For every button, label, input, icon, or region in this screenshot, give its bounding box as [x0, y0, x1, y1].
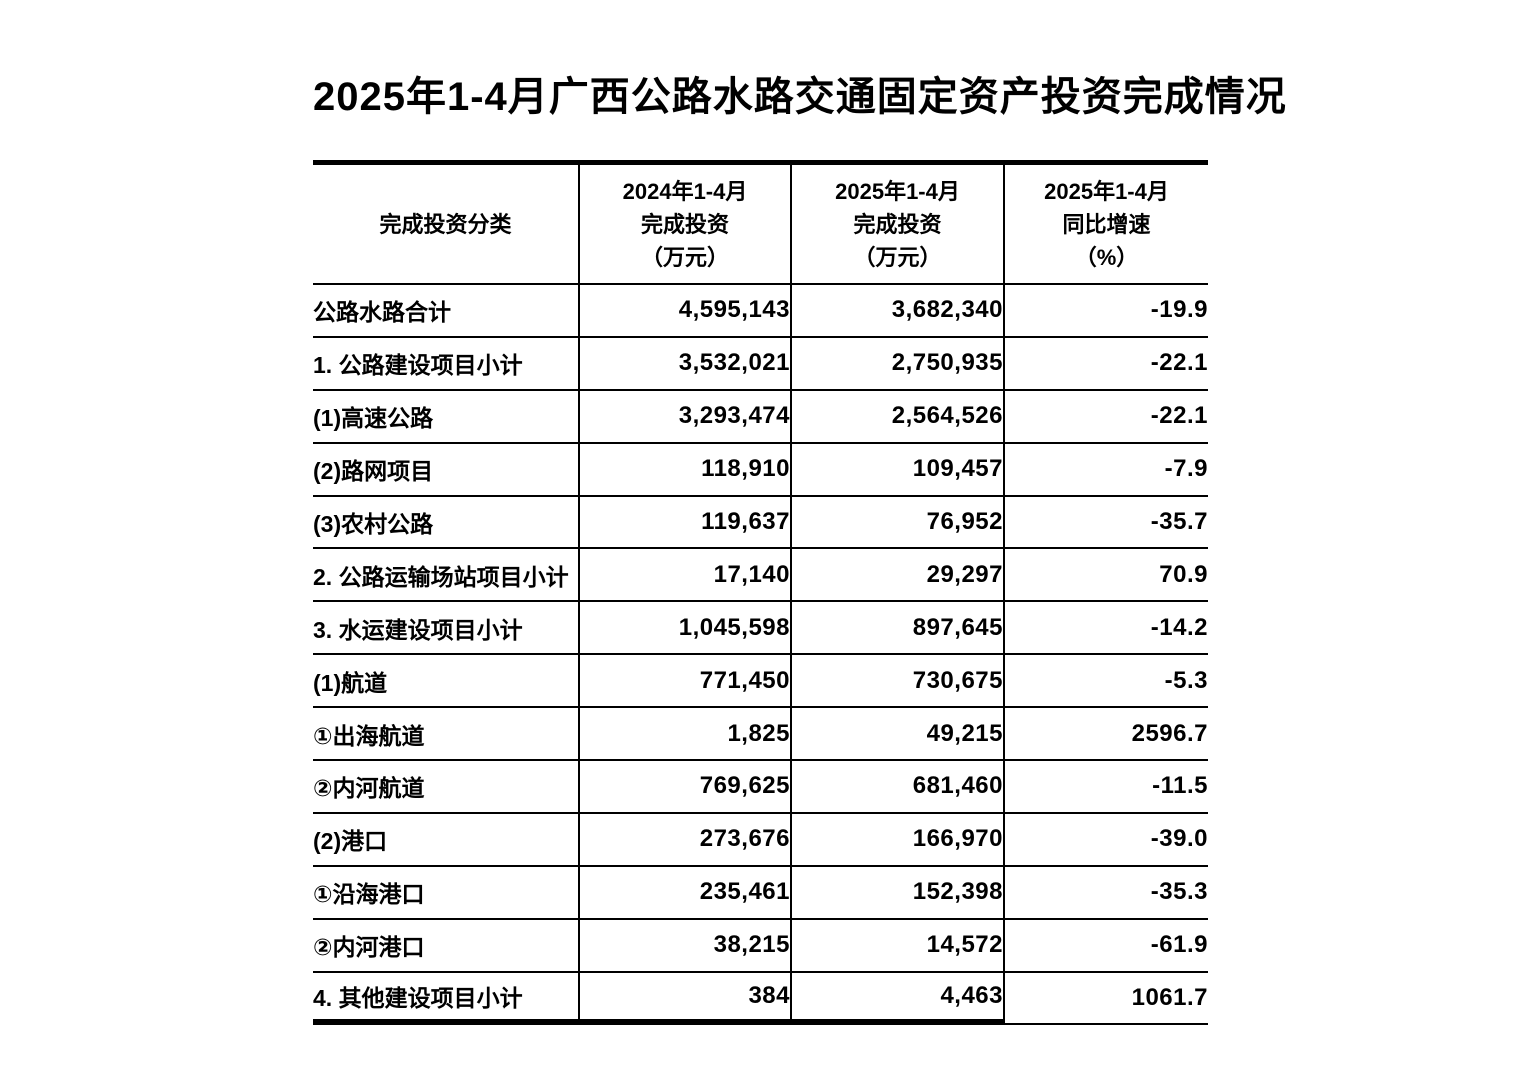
category-cell: (1)航道 — [313, 655, 580, 709]
table-header: 完成投资分类 2024年1-4月 完成投资 （万元） 2025年1-4月 完成投… — [313, 160, 1208, 285]
growth-cell: -7.9 — [1005, 444, 1208, 497]
table-row: ②内河港口 38,215 14,572 -61.9 — [313, 919, 1208, 973]
header-growth-rate: 2025年1-4月 同比增速 （%） — [1005, 160, 1208, 285]
table-row: 2. 公路运输场站项目小计 17,140 29,297 70.9 — [313, 549, 1208, 603]
table-row: 公路水路合计 4,595,143 3,682,340 -19.9 — [313, 285, 1208, 338]
category-cell: 1. 公路建设项目小计 — [313, 337, 580, 391]
category-cell: 2. 公路运输场站项目小计 — [313, 549, 580, 603]
value-2024-cell: 38,215 — [580, 919, 792, 973]
value-2024-cell: 1,825 — [580, 708, 792, 762]
category-cell: ②内河航道 — [313, 761, 580, 814]
value-2025-cell: 76,952 — [792, 496, 1005, 550]
value-2024-cell: 235,461 — [580, 866, 792, 920]
table-row: 4. 其他建设项目小计 384 4,463 1061.7 — [313, 972, 1208, 1026]
header-2025-investment: 2025年1-4月 完成投资 （万元） — [792, 160, 1005, 285]
growth-cell: -61.9 — [1005, 920, 1208, 973]
value-2025-cell: 2,750,935 — [792, 337, 1005, 391]
table-row: 1. 公路建设项目小计 3,532,021 2,750,935 -22.1 — [313, 337, 1208, 391]
value-2025-cell: 166,970 — [792, 813, 1005, 867]
table-body: 公路水路合计 4,595,143 3,682,340 -19.9 1. 公路建设… — [313, 285, 1208, 1026]
header-category: 完成投资分类 — [313, 160, 580, 285]
value-2024-cell: 118,910 — [580, 443, 792, 497]
value-2024-cell: 273,676 — [580, 813, 792, 867]
growth-cell: 2596.7 — [1005, 708, 1208, 762]
category-cell: (2)港口 — [313, 813, 580, 867]
value-2025-cell: 29,297 — [792, 549, 1005, 603]
growth-cell: -14.2 — [1005, 602, 1208, 656]
page-title: 2025年1-4月广西公路水路交通固定资产投资完成情况 — [313, 75, 1287, 119]
category-cell: 4. 其他建设项目小计 — [313, 972, 580, 1026]
growth-cell: -35.7 — [1005, 497, 1208, 550]
value-2024-cell: 384 — [580, 972, 792, 1026]
table-row: (1)航道 771,450 730,675 -5.3 — [313, 655, 1208, 709]
value-2025-cell: 109,457 — [792, 443, 1005, 497]
value-2024-cell: 17,140 — [580, 549, 792, 603]
growth-cell: -19.9 — [1005, 285, 1208, 338]
value-2025-cell: 152,398 — [792, 866, 1005, 920]
value-2024-cell: 4,595,143 — [580, 285, 792, 338]
category-cell: ②内河港口 — [313, 919, 580, 973]
value-2025-cell: 49,215 — [792, 708, 1005, 762]
category-cell: 公路水路合计 — [313, 285, 580, 338]
table-row: 3. 水运建设项目小计 1,045,598 897,645 -14.2 — [313, 602, 1208, 656]
value-2025-cell: 2,564,526 — [792, 390, 1005, 444]
value-2025-cell: 14,572 — [792, 919, 1005, 973]
value-2025-cell: 681,460 — [792, 761, 1005, 814]
growth-cell: -22.1 — [1005, 338, 1208, 391]
table-row: (2)港口 273,676 166,970 -39.0 — [313, 813, 1208, 867]
growth-cell: -5.3 — [1005, 655, 1208, 709]
value-2024-cell: 3,293,474 — [580, 390, 792, 444]
table-row: (2)路网项目 118,910 109,457 -7.9 — [313, 443, 1208, 497]
growth-cell: 70.9 — [1005, 549, 1208, 603]
table-row: ①沿海港口 235,461 152,398 -35.3 — [313, 866, 1208, 920]
table-row: (3)农村公路 119,637 76,952 -35.7 — [313, 496, 1208, 550]
category-cell: (3)农村公路 — [313, 496, 580, 550]
value-2024-cell: 3,532,021 — [580, 337, 792, 391]
growth-cell: -11.5 — [1005, 761, 1208, 814]
growth-cell: 1061.7 — [1005, 973, 1208, 1026]
category-cell: 3. 水运建设项目小计 — [313, 602, 580, 656]
value-2025-cell: 4,463 — [792, 972, 1005, 1026]
category-cell: ①出海航道 — [313, 708, 580, 762]
table-row: (1)高速公路 3,293,474 2,564,526 -22.1 — [313, 390, 1208, 444]
value-2024-cell: 771,450 — [580, 655, 792, 709]
value-2024-cell: 1,045,598 — [580, 602, 792, 656]
header-2024-investment: 2024年1-4月 完成投资 （万元） — [580, 160, 792, 285]
category-cell: (2)路网项目 — [313, 443, 580, 497]
value-2025-cell: 730,675 — [792, 655, 1005, 709]
investment-table: 完成投资分类 2024年1-4月 完成投资 （万元） 2025年1-4月 完成投… — [313, 160, 1208, 1026]
growth-cell: -22.1 — [1005, 391, 1208, 444]
category-cell: (1)高速公路 — [313, 390, 580, 444]
table-row: ②内河航道 769,625 681,460 -11.5 — [313, 761, 1208, 814]
category-cell: ①沿海港口 — [313, 866, 580, 920]
growth-cell: -35.3 — [1005, 867, 1208, 920]
growth-cell: -39.0 — [1005, 814, 1208, 867]
table-row: ①出海航道 1,825 49,215 2596.7 — [313, 708, 1208, 762]
value-2024-cell: 769,625 — [580, 761, 792, 814]
value-2025-cell: 3,682,340 — [792, 285, 1005, 338]
value-2024-cell: 119,637 — [580, 496, 792, 550]
header-row: 完成投资分类 2024年1-4月 完成投资 （万元） 2025年1-4月 完成投… — [313, 160, 1208, 285]
value-2025-cell: 897,645 — [792, 602, 1005, 656]
